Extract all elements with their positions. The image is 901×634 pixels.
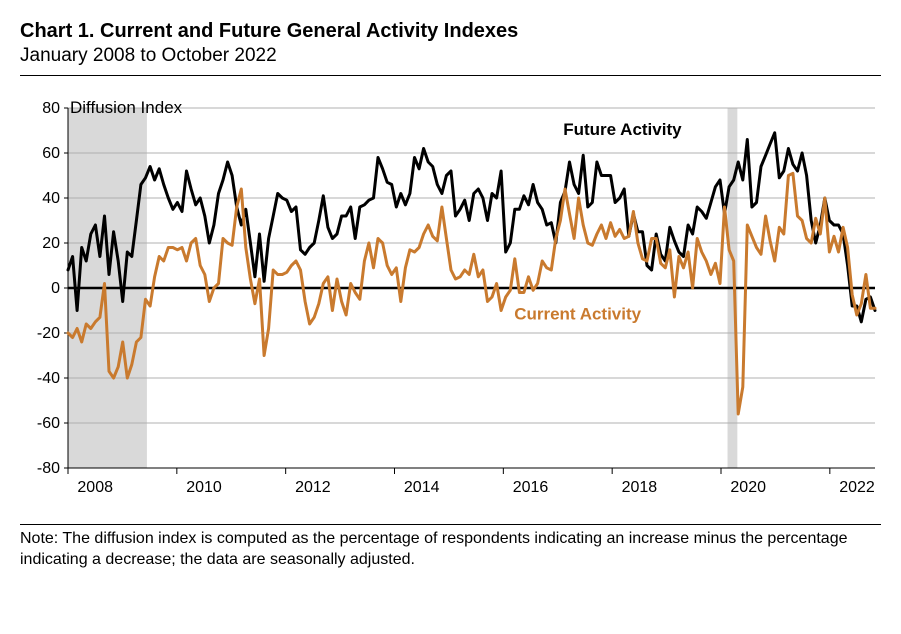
y-tick-label: 0 bbox=[51, 280, 60, 297]
plot-wrap: Diffusion Index -80 -60 -40 -20 0 20 40 60 80 200… bbox=[20, 98, 881, 518]
series-label: Current Activity bbox=[514, 305, 641, 324]
chart-subtitle: January 2008 to October 2022 bbox=[20, 45, 881, 67]
x-tick-label: 2010 bbox=[186, 479, 222, 496]
y-tick-label: 40 bbox=[42, 190, 60, 207]
y-tick-label: 20 bbox=[42, 235, 60, 252]
y-tick-label: -20 bbox=[37, 325, 60, 342]
x-tick-label: 2022 bbox=[839, 479, 875, 496]
x-tick-label: 2008 bbox=[77, 479, 113, 496]
chart-note: Note: The diffusion index is computed as… bbox=[20, 529, 881, 571]
x-tick-label: 2014 bbox=[404, 479, 440, 496]
y-tick-label: -40 bbox=[37, 370, 60, 387]
y-tick-label: -60 bbox=[37, 415, 60, 432]
y-tick-label: 60 bbox=[42, 145, 60, 162]
chart-title: Chart 1. Current and Future General Acti… bbox=[20, 20, 881, 43]
x-tick-label: 2012 bbox=[295, 479, 331, 496]
x-tick-label: 2016 bbox=[513, 479, 549, 496]
y-axis-title: Diffusion Index bbox=[70, 98, 182, 118]
divider-top bbox=[20, 75, 881, 76]
x-tick-label: 2020 bbox=[730, 479, 766, 496]
series-label: Future Activity bbox=[563, 120, 682, 139]
divider-bottom bbox=[20, 524, 881, 525]
chart-svg: -80 -60 -40 -20 0 20 40 60 80 2008 2010 2012 2014 201… bbox=[20, 98, 881, 518]
x-tick-label: 2018 bbox=[622, 479, 658, 496]
y-tick-label: 80 bbox=[42, 100, 60, 117]
chart-container: Chart 1. Current and Future General Acti… bbox=[20, 20, 881, 571]
y-tick-label: -80 bbox=[37, 460, 60, 477]
